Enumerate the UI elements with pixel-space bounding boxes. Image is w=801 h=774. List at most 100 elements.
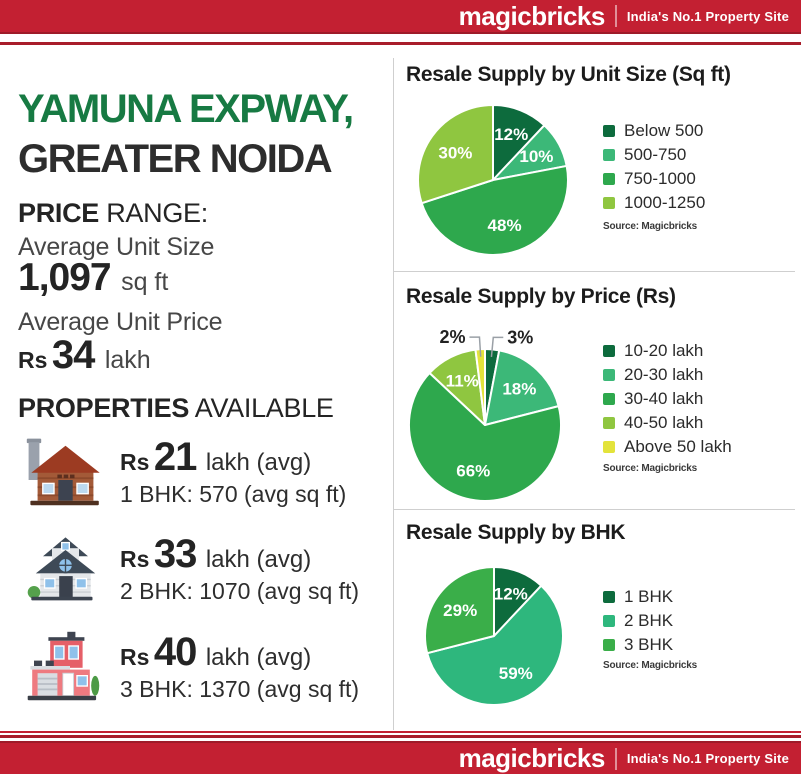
legend-label: 1000-1250 — [624, 193, 706, 212]
price-range-heading-rest: RANGE: — [106, 198, 208, 228]
legend-unit-size: Below 500 500-750 750-1000 1000-1250 — [603, 119, 705, 215]
legend-label: 40-50 lakh — [624, 413, 704, 432]
avg-unit-price-value: 34 — [51, 333, 95, 377]
pie-slice — [408, 371, 562, 502]
legend-price: 10-20 lakh 20-30 lakh 30-40 lakh 40-50 lakh… — [603, 339, 732, 459]
vertical-divider — [393, 58, 394, 730]
property-detail-line: 1 BHK: 570 (avg sq ft) — [120, 480, 347, 507]
pie-slice — [420, 164, 569, 256]
price-range-heading-bold: PRICE — [18, 198, 100, 228]
property-text: Rs 33 lakh (avg) 2 BHK: 1070 (avg sq ft) — [120, 532, 359, 605]
legend-item: Below 500 — [603, 119, 705, 143]
brand-tagline: India's No.1 Property Site — [626, 8, 789, 24]
legend-item: Above 50 lakh — [603, 435, 732, 459]
price-suffix: lakh (avg) — [205, 643, 312, 671]
footer-brand-bar: magicbricks India's No.1 Property Site — [0, 741, 801, 774]
legend-swatch-icon — [603, 345, 615, 357]
pie-slice-percent-label: 18% — [502, 379, 536, 398]
footer-accent-stripe — [0, 735, 801, 738]
properties-heading: PROPERTIES AVAILABLE — [18, 393, 334, 424]
property-row-1bhk: Rs 21 lakh (avg) 1 BHK: 570 (avg sq ft) — [16, 432, 346, 510]
legend-label: 2 BHK — [624, 611, 674, 630]
magicbricks-logo: magicbricks — [458, 743, 606, 773]
section-divider — [393, 271, 795, 272]
house-2bhk-icon — [27, 537, 96, 601]
legend-swatch-icon — [603, 125, 615, 137]
avg-unit-size-unit: sq ft — [121, 268, 169, 296]
legend-swatch-icon — [603, 417, 615, 429]
legend-item: 750-1000 — [603, 167, 705, 191]
property-text: Rs 40 lakh (avg) 3 BHK: 1370 (avg sq ft) — [120, 630, 359, 703]
pie-slice — [417, 104, 494, 205]
source-note: Source: Magicbricks — [603, 463, 698, 474]
brand-tagline: India's No.1 Property Site — [626, 751, 789, 766]
pie-slice-percent-label: 59% — [499, 664, 533, 683]
page-title: YAMUNA EXPWAY, GREATER NOIDA — [18, 85, 354, 185]
legend-swatch-icon — [603, 639, 615, 651]
brand-divider — [614, 747, 617, 770]
price-range-heading: PRICE RANGE: — [18, 198, 208, 229]
properties-heading-bold: PROPERTIES — [18, 393, 190, 423]
property-price-line: Rs 33 lakh (avg) — [120, 532, 359, 577]
avg-unit-size-label: Average Unit Size — [18, 233, 215, 261]
pie-slice — [484, 349, 560, 426]
legend-label: 1 BHK — [624, 587, 674, 606]
legend-label: 500-750 — [624, 145, 687, 164]
pie-slice — [424, 566, 495, 655]
pie-slice — [426, 584, 564, 706]
currency-label: Rs — [120, 545, 150, 572]
property-price-line: Rs 40 lakh (avg) — [120, 630, 359, 675]
avg-unit-price-label: Average Unit Price — [18, 308, 223, 336]
callout-line — [490, 336, 504, 357]
price-suffix: lakh (avg) — [205, 448, 312, 476]
header-accent-stripe — [0, 42, 801, 45]
legend-label: 750-1000 — [624, 169, 696, 188]
legend-label: 30-40 lakh — [624, 389, 704, 408]
property-row-3bhk: Rs 40 lakh (avg) 3 BHK: 1370 (avg sq ft) — [16, 627, 359, 705]
chart-title-bhk: Resale Supply by BHK — [406, 521, 626, 544]
price-value: 21 — [153, 434, 197, 479]
pie-slice-percent-label: 3% — [507, 327, 533, 347]
pie-slice-percent-label: 66% — [456, 462, 490, 481]
legend-label: 20-30 lakh — [624, 365, 704, 384]
avg-unit-price-unit: lakh — [104, 346, 151, 374]
section-divider — [393, 509, 795, 510]
legend-item: 1 BHK — [603, 585, 673, 609]
footer-accent-stripe-thin — [0, 731, 801, 733]
legend-swatch-icon — [603, 173, 615, 185]
legend-item: 40-50 lakh — [603, 411, 732, 435]
currency-label: Rs — [120, 643, 150, 670]
pie-slice-percent-label: 11% — [446, 371, 479, 390]
price-suffix: lakh (avg) — [205, 545, 312, 573]
legend-item: 10-20 lakh — [603, 339, 732, 363]
pie-slice-percent-label: 12% — [494, 125, 528, 144]
avg-unit-size-value-row: 1,097 sq ft — [18, 256, 168, 300]
pie-slice-percent-label: 12% — [494, 585, 528, 604]
magicbricks-logo: magicbricks — [458, 0, 606, 31]
avg-unit-price-value-row: Rs 34 lakh — [18, 333, 151, 378]
legend-item: 3 BHK — [603, 633, 673, 657]
legend-swatch-icon — [603, 441, 615, 453]
pie-slice-percent-label: 2% — [439, 327, 465, 347]
legend-swatch-icon — [603, 393, 615, 405]
legend-label: 10-20 lakh — [624, 341, 704, 360]
legend-label: Below 500 — [624, 121, 704, 140]
avg-unit-price-currency: Rs — [18, 347, 48, 373]
price-value: 33 — [153, 531, 197, 576]
pie-chart-bhk: 12% 59% 29% — [424, 566, 564, 706]
callout-line — [469, 336, 482, 357]
legend-label: 3 BHK — [624, 635, 674, 654]
header-brand-bar: magicbricks India's No.1 Property Site — [0, 0, 801, 34]
location-title-line1: YAMUNA EXPWAY, — [18, 87, 354, 132]
legend-item: 1000-1250 — [603, 191, 705, 215]
source-note: Source: Magicbricks — [603, 660, 698, 671]
house-3bhk-icon — [27, 631, 100, 701]
property-detail-line: 2 BHK: 1070 (avg sq ft) — [120, 577, 360, 604]
legend-item: 2 BHK — [603, 609, 673, 633]
pie-slice-percent-label: 48% — [488, 216, 522, 235]
chart-title-price: Resale Supply by Price (Rs) — [406, 285, 676, 308]
pie-slice-percent-label: 10% — [519, 147, 553, 166]
legend-label: Above 50 lakh — [624, 437, 732, 456]
property-detail-line: 3 BHK: 1370 (avg sq ft) — [120, 675, 360, 702]
legend-swatch-icon — [603, 197, 615, 209]
